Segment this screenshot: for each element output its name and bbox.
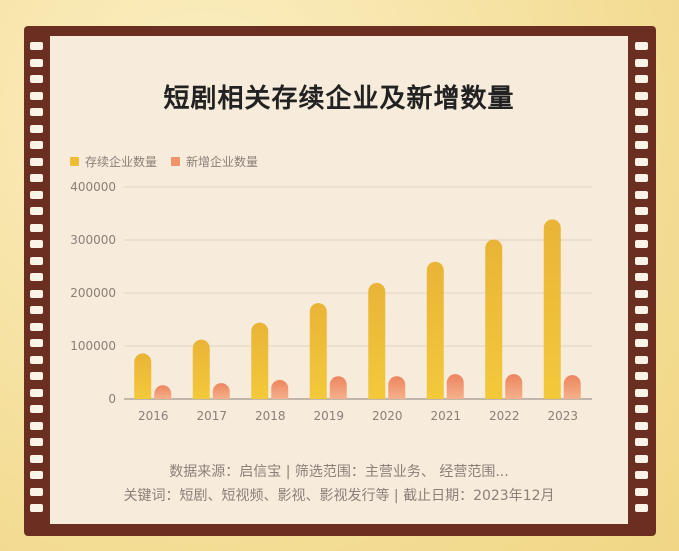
sprocket-hole [635,75,648,83]
sprocket-hole [30,240,43,248]
sprocket-hole [30,42,43,50]
bar-new-2020 [388,376,406,399]
sprocket-hole [635,91,648,100]
bar-existing-2016 [134,353,152,399]
sprocket-hole [30,471,43,479]
keywords-line: 关键词：短剧、短视频、影视、影视发行等 | 截止日期：2023年12月 [123,488,555,504]
y-tick-label: 100000 [70,339,116,353]
sprocket-hole [30,388,43,397]
sprocket-hole [30,487,43,496]
chart-title: 短剧相关存续企业及新增数量 [163,84,515,114]
sprocket-hole [635,504,648,512]
sprocket-hole [635,223,648,232]
sprocket-hole [635,339,648,347]
sprocket-hole [30,273,43,281]
sprocket-hole [635,355,648,364]
sprocket-hole [30,256,43,265]
bar-existing-2019 [309,303,327,399]
sprocket-hole [30,454,43,463]
sprocket-hole [635,438,648,446]
sprocket-hole [30,405,43,413]
source-line: 数据来源：启信宝 | 筛选范围：主营业务、 经营范围... [169,464,509,480]
sprocket-hole [635,42,648,50]
sprocket-hole [30,421,43,430]
sprocket-hole [635,174,648,182]
bar-new-2023 [563,375,581,399]
bar-new-2021 [446,374,464,399]
sprocket-hole [635,322,648,331]
sprocket-hole [30,355,43,364]
sprocket-hole [635,124,648,133]
x-tick-label: 2021 [430,409,461,423]
bar-new-2017 [212,383,230,399]
sprocket-hole [30,108,43,116]
sprocket-hole [635,454,648,463]
sprocket-hole [30,58,43,67]
y-tick-label: 400000 [70,180,116,194]
x-tick-label: 2017 [196,409,227,423]
sprocket-hole [635,372,648,380]
bar-existing-2018 [251,322,269,399]
legend-item-new: 新增企业数量 [171,153,258,170]
bar-new-2018 [271,379,289,399]
legend-label: 新增企业数量 [186,155,259,169]
sprocket-hole [635,58,648,67]
sprocket-hole [635,421,648,430]
sprocket-hole [30,306,43,314]
sprocket-hole [635,388,648,397]
sprocket-hole [635,273,648,281]
sprocket-hole [635,240,648,248]
x-tick-label: 2019 [313,409,344,423]
bar-new-2022 [505,374,523,399]
legend-label: 存续企业数量 [85,155,158,169]
bar-new-2016 [154,385,172,399]
legend-swatch [70,157,79,166]
sprocket-hole [30,372,43,380]
sprocket-hole [30,207,43,215]
chart-panel [50,36,628,524]
sprocket-hole [30,157,43,166]
bar-new-2019 [329,376,347,399]
sprocket-hole [30,91,43,100]
sprocket-hole [635,141,648,149]
sprocket-hole [30,141,43,149]
sprocket-hole [635,487,648,496]
sprocket-hole [30,190,43,199]
x-tick-label: 2023 [547,409,578,423]
legend: 存续企业数量 新增企业数量 [70,153,258,170]
sprocket-hole [635,289,648,298]
sprocket-hole [635,471,648,479]
sprocket-hole [635,207,648,215]
sprocket-hole [635,108,648,116]
sprocket-hole [30,223,43,232]
sprocket-hole [30,124,43,133]
bar-existing-2023 [543,219,561,399]
x-tick-label: 2020 [372,409,403,423]
legend-swatch [171,157,181,166]
bar-existing-2022 [485,239,503,399]
sprocket-hole [30,289,43,298]
sprocket-hole [635,405,648,413]
y-tick-label: 300000 [70,233,116,247]
sprocket-hole [635,157,648,166]
legend-item-existing: 存续企业数量 [70,153,157,170]
sprocket-hole [635,256,648,265]
y-tick-label: 0 [108,392,116,406]
bar-existing-2021 [426,261,444,399]
bar-existing-2020 [368,282,386,399]
sprocket-hole [635,306,648,314]
sprocket-hole [30,75,43,83]
sprocket-hole [30,504,43,512]
x-tick-label: 2022 [489,409,520,423]
sprocket-hole [635,190,648,199]
sprocket-hole [30,438,43,446]
sprocket-hole [30,339,43,347]
sprocket-hole [30,322,43,331]
bar-existing-2017 [192,339,210,399]
x-tick-label: 2016 [138,409,169,423]
x-tick-label: 2018 [255,409,286,423]
y-tick-label: 200000 [70,286,116,300]
sprocket-hole [30,174,43,182]
